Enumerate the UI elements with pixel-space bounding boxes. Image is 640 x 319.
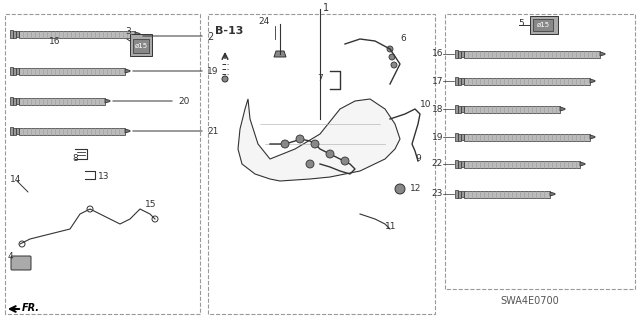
Circle shape	[395, 184, 405, 194]
Polygon shape	[464, 106, 560, 113]
FancyBboxPatch shape	[130, 34, 152, 56]
Text: 22: 22	[432, 160, 443, 168]
Text: 7: 7	[317, 74, 323, 83]
Text: 23: 23	[431, 189, 443, 198]
Text: 1: 1	[323, 3, 329, 13]
Text: FR.: FR.	[22, 303, 40, 313]
FancyBboxPatch shape	[11, 256, 31, 270]
Polygon shape	[455, 160, 458, 168]
Circle shape	[341, 157, 349, 165]
Polygon shape	[590, 135, 595, 139]
Text: 19: 19	[207, 66, 218, 76]
Polygon shape	[19, 128, 125, 135]
Polygon shape	[13, 128, 16, 135]
Polygon shape	[580, 162, 585, 166]
Polygon shape	[13, 98, 16, 105]
Polygon shape	[16, 68, 19, 74]
Text: ø15: ø15	[536, 22, 550, 28]
Polygon shape	[10, 67, 13, 75]
Polygon shape	[455, 190, 458, 198]
Polygon shape	[464, 190, 550, 197]
Polygon shape	[19, 98, 105, 105]
Polygon shape	[10, 127, 13, 135]
Polygon shape	[461, 134, 464, 140]
Polygon shape	[458, 50, 461, 57]
Text: 19: 19	[431, 132, 443, 142]
Text: 5: 5	[518, 19, 524, 28]
Polygon shape	[461, 78, 464, 84]
Text: 8: 8	[72, 154, 77, 163]
Polygon shape	[461, 161, 464, 167]
Polygon shape	[455, 50, 458, 58]
Text: B-13: B-13	[215, 26, 243, 36]
Polygon shape	[455, 105, 458, 113]
Text: 16: 16	[49, 37, 61, 46]
Text: 3: 3	[125, 27, 131, 36]
Polygon shape	[125, 129, 130, 133]
Text: 13: 13	[98, 172, 109, 181]
Polygon shape	[461, 106, 464, 112]
Polygon shape	[458, 78, 461, 85]
Polygon shape	[464, 160, 580, 167]
Circle shape	[296, 135, 304, 143]
Polygon shape	[458, 160, 461, 167]
Text: 24: 24	[258, 17, 269, 26]
Polygon shape	[458, 190, 461, 197]
Polygon shape	[19, 31, 135, 38]
Text: 9: 9	[415, 154, 420, 163]
FancyBboxPatch shape	[530, 16, 558, 34]
Polygon shape	[16, 128, 19, 134]
Text: 6: 6	[400, 34, 406, 43]
Circle shape	[311, 140, 319, 148]
Polygon shape	[550, 192, 555, 196]
Text: 2: 2	[207, 32, 213, 42]
Text: 16: 16	[431, 49, 443, 58]
Text: 12: 12	[410, 184, 421, 193]
Circle shape	[306, 160, 314, 168]
FancyBboxPatch shape	[133, 39, 149, 53]
Polygon shape	[464, 133, 590, 140]
Circle shape	[222, 76, 228, 82]
Text: 10: 10	[420, 100, 431, 109]
Text: SWA4E0700: SWA4E0700	[500, 296, 559, 306]
Polygon shape	[19, 68, 125, 75]
Polygon shape	[16, 31, 19, 37]
Text: 14: 14	[10, 175, 21, 184]
Polygon shape	[13, 31, 16, 38]
Polygon shape	[590, 79, 595, 83]
Text: 11: 11	[385, 222, 397, 231]
Circle shape	[281, 140, 289, 148]
Polygon shape	[238, 99, 400, 181]
Polygon shape	[125, 69, 130, 73]
Text: ø15: ø15	[134, 43, 148, 49]
Text: 18: 18	[431, 105, 443, 114]
Polygon shape	[600, 52, 605, 56]
Polygon shape	[455, 133, 458, 141]
Polygon shape	[10, 30, 13, 38]
Circle shape	[389, 54, 395, 60]
Polygon shape	[16, 98, 19, 104]
Polygon shape	[105, 99, 110, 103]
Polygon shape	[455, 77, 458, 85]
Polygon shape	[274, 51, 286, 57]
Circle shape	[391, 62, 397, 68]
Text: 17: 17	[431, 77, 443, 85]
Circle shape	[387, 46, 393, 52]
Polygon shape	[13, 68, 16, 75]
FancyBboxPatch shape	[533, 19, 553, 31]
Polygon shape	[560, 107, 565, 111]
Polygon shape	[10, 97, 13, 105]
Text: 15: 15	[145, 200, 157, 209]
Polygon shape	[458, 133, 461, 140]
Polygon shape	[461, 191, 464, 197]
Polygon shape	[458, 106, 461, 113]
Polygon shape	[135, 32, 140, 36]
Text: 21: 21	[207, 127, 218, 136]
Polygon shape	[464, 78, 590, 85]
Polygon shape	[461, 51, 464, 57]
Circle shape	[326, 150, 334, 158]
Polygon shape	[464, 50, 600, 57]
Text: 4: 4	[8, 252, 13, 261]
Text: 20: 20	[178, 97, 189, 106]
